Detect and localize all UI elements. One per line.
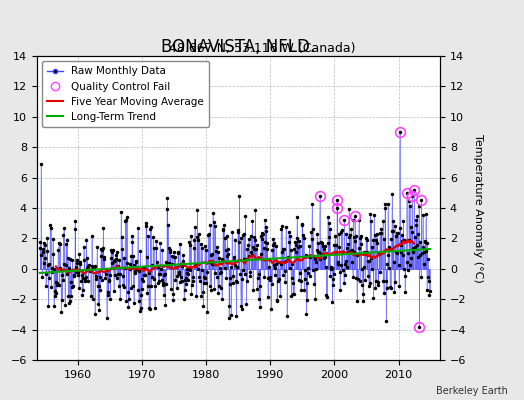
Text: Berkeley Earth: Berkeley Earth: [436, 386, 508, 396]
Legend: Raw Monthly Data, Quality Control Fail, Five Year Moving Average, Long-Term Tren: Raw Monthly Data, Quality Control Fail, …: [42, 61, 209, 127]
Text: 48.667 N, 53.116 W (Canada): 48.667 N, 53.116 W (Canada): [169, 42, 355, 55]
Y-axis label: Temperature Anomaly (°C): Temperature Anomaly (°C): [473, 134, 483, 282]
Title: BONAVISTA, NFLD.: BONAVISTA, NFLD.: [161, 38, 315, 56]
